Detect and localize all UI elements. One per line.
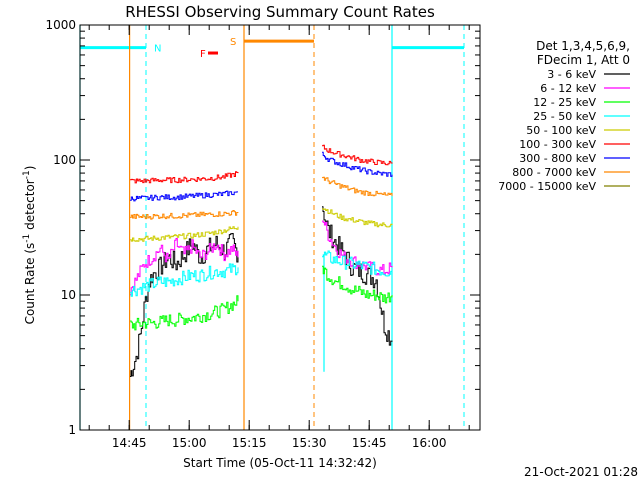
series-0-segment-1 xyxy=(322,206,393,346)
legend-label-7: 800 - 7000 keV xyxy=(512,166,596,179)
x-tick-label-0: 14:45 xyxy=(112,436,147,450)
x-tick-label-3: 15:30 xyxy=(292,436,327,450)
series-3-segment-0 xyxy=(130,263,239,297)
axes: 1 10 100 1000 14:45 15:00 15:15 15:30 15:45 16:00 xyxy=(45,18,481,450)
y-tick-label-1: 10 xyxy=(61,288,76,302)
legend-header-line-1: Det 1,3,4,5,6,9, xyxy=(536,39,630,53)
series-6-segment-1 xyxy=(322,151,393,177)
series-1-segment-1 xyxy=(322,220,393,276)
plot-frame xyxy=(79,24,481,431)
flag-n-label: N xyxy=(154,44,161,55)
x-axis-label: Start Time (05-Oct-11 14:32:42) xyxy=(183,456,377,470)
series-5-segment-0 xyxy=(130,171,239,184)
series-7-segment-1 xyxy=(322,176,393,197)
x-tick-label-5: 16:00 xyxy=(412,436,447,450)
x-tick-label-4: 15:45 xyxy=(352,436,387,450)
y-tick-label-0: 1 xyxy=(68,423,76,437)
series-1-segment-0 xyxy=(130,238,239,296)
legend-label-8: 7000 - 15000 keV xyxy=(498,180,596,193)
x-tick-label-1: 15:00 xyxy=(172,436,207,450)
flag-s-label: S xyxy=(230,37,236,48)
legend-label-3: 25 - 50 keV xyxy=(533,110,596,123)
series-7-segment-0 xyxy=(130,210,239,220)
legend-label-2: 12 - 25 keV xyxy=(533,96,596,109)
series-4-segment-0 xyxy=(130,226,239,242)
flag-f-label: F xyxy=(200,49,206,60)
timestamp: 21-Oct-2021 01:28 xyxy=(524,465,638,479)
y-tick-label-2: 100 xyxy=(53,153,76,167)
legend-header-line-2: FDecim 1, Att 0 xyxy=(537,53,630,67)
plot-area: N S F xyxy=(79,25,465,430)
series-5-segment-1 xyxy=(322,144,393,166)
legend-label-1: 6 - 12 keV xyxy=(540,82,596,95)
series-2-segment-1 xyxy=(322,265,393,304)
series-4-segment-1 xyxy=(322,208,393,228)
chart-title: RHESSI Observing Summary Count Rates xyxy=(125,3,435,21)
series-2-segment-0 xyxy=(130,295,239,331)
legend: Det 1,3,4,5,6,9, FDecim 1, Att 0 3 - 6 k… xyxy=(498,39,630,193)
x-tick-label-2: 15:15 xyxy=(232,436,267,450)
legend-label-0: 3 - 6 keV xyxy=(547,68,596,81)
y-axis-label: Count Rate (s-1 detector-1) xyxy=(22,166,37,325)
legend-label-6: 300 - 800 keV xyxy=(519,152,596,165)
legend-label-4: 50 - 100 keV xyxy=(526,124,596,137)
legend-label-5: 100 - 300 keV xyxy=(519,138,596,151)
y-tick-label-3: 1000 xyxy=(45,18,76,32)
series-3-segment-1 xyxy=(322,250,393,277)
series-6-segment-0 xyxy=(130,190,238,202)
